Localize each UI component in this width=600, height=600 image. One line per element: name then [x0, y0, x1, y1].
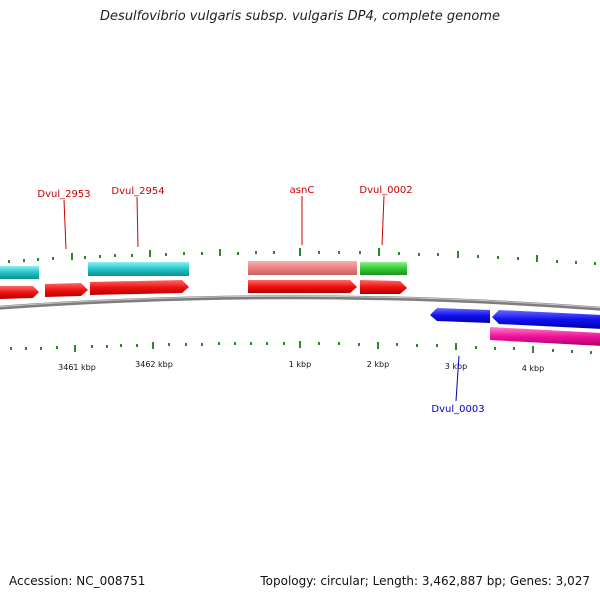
feature-asnc-product[interactable]	[248, 261, 357, 275]
feature-magenta-partial[interactable]	[490, 327, 600, 346]
feature-asnc-cds[interactable]	[248, 280, 357, 293]
feature-cyan-partial[interactable]	[0, 266, 39, 279]
genome-summary-text: Topology: circular; Length: 3,462,887 bp…	[260, 574, 590, 588]
reverse-product-track	[490, 327, 600, 346]
feature-dvul-0003-cds[interactable]	[430, 308, 490, 323]
genome-backbone-highlight	[0, 295, 600, 309]
gene-label-dvul-2953[interactable]: Dvul_2953	[37, 189, 90, 200]
tick-row-top	[8, 248, 596, 265]
tick-label-1kbp: 1 kbp	[289, 360, 311, 369]
gene-label-dvul-2954[interactable]: Dvul_2954	[111, 186, 164, 197]
genome-backbone	[0, 295, 600, 311]
feature-dvul-2954-product[interactable]	[88, 262, 189, 276]
reverse-cds-track	[430, 308, 600, 329]
forward-cds-track	[0, 280, 407, 299]
feature-dvul-0002-product[interactable]	[360, 262, 407, 275]
feature-reverse-cds-partial[interactable]	[492, 310, 600, 329]
tick-label-2kbp: 2 kbp	[367, 360, 389, 369]
gene-label-asnc[interactable]: asnC	[290, 185, 315, 196]
tick-label-3462kbp: 3462 kbp	[135, 360, 173, 369]
gene-label-dvul-0003[interactable]: Dvul_0003	[431, 404, 484, 415]
tick-label-3461kbp: 3461 kbp	[58, 363, 96, 372]
feature-dvul-2953-cds[interactable]	[45, 283, 88, 297]
tick-label-4kbp: 4 kbp	[522, 364, 544, 373]
forward-product-track	[0, 261, 407, 279]
tick-row-bottom	[10, 341, 592, 354]
gene-label-leaders	[63, 195, 460, 402]
feature-dvul-2954-cds[interactable]	[90, 280, 189, 295]
feature-dvul-0002-cds[interactable]	[360, 280, 407, 294]
tick-label-3kbp: 3 kbp	[445, 362, 467, 371]
map-title: Desulfovibrio vulgaris subsp. vulgaris D…	[100, 9, 500, 24]
gene-label-dvul-0002[interactable]: Dvul_0002	[359, 185, 412, 196]
accession-text: Accession: NC_008751	[9, 574, 146, 588]
feature-cds-partial[interactable]	[0, 286, 39, 299]
